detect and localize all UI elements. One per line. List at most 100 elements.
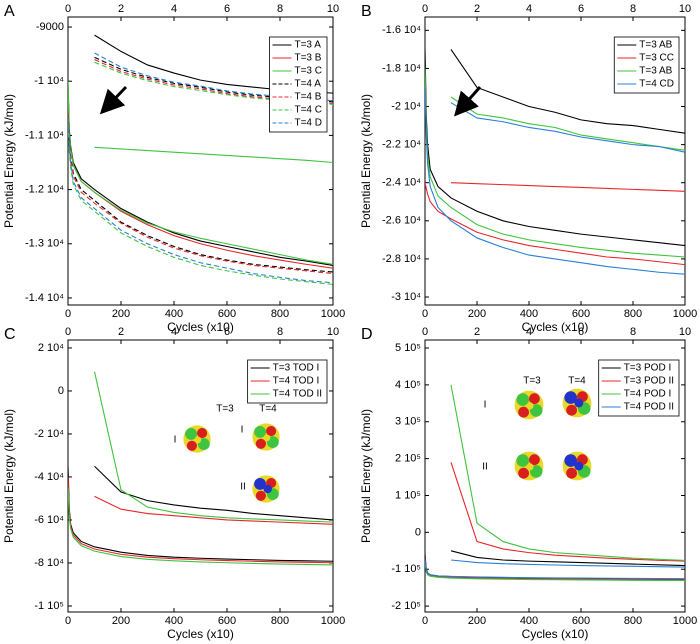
- x-tick-label: 1000: [321, 308, 345, 320]
- x-axis-label: Cycles (x10): [167, 627, 234, 641]
- legend-label: T=4 C: [294, 105, 322, 116]
- legend-label: T=4 D: [294, 118, 322, 129]
- legend-label: T=3 TOD I: [273, 363, 320, 374]
- y-tick-label: -2 10⁴: [391, 100, 421, 112]
- legend-label: T=3 CC: [639, 53, 674, 64]
- series-line: [93, 371, 333, 523]
- x2-tick-label: 8: [630, 326, 636, 338]
- series-line: [450, 182, 685, 192]
- legend: T=3 AB T=3 CC T=3 AB T=4 CD: [613, 36, 680, 94]
- x-tick-label: 1000: [673, 308, 697, 320]
- x-axis-label: Cycles (x10): [522, 320, 589, 334]
- series-line: [94, 465, 333, 521]
- annotation: T=3: [216, 404, 234, 415]
- y-tick-label: -2.8 10⁴: [382, 253, 421, 265]
- x2-tick-label: 6: [224, 3, 230, 15]
- legend-label: T=4 A: [294, 79, 321, 90]
- y-axis-label: Potential Energy (kJ/mol): [359, 409, 373, 543]
- legend-label: T=3 A: [294, 40, 321, 51]
- x-tick-label: 600: [218, 615, 236, 627]
- x-tick-label: 800: [271, 615, 289, 627]
- legend-label: T=4 POD I: [624, 389, 672, 400]
- x2-tick-label: 0: [65, 326, 71, 338]
- x-tick-label: 400: [520, 308, 538, 320]
- y-tick-label: -1.2 10⁴: [25, 183, 64, 195]
- x-tick-label: 200: [468, 308, 486, 320]
- series-line: [425, 561, 685, 582]
- legend-label: T=4 TOD II: [273, 389, 322, 400]
- series-line: [450, 550, 685, 567]
- x2-tick-label: 6: [578, 326, 584, 338]
- y-tick-label: 4 10⁵: [395, 379, 421, 391]
- annotation: I: [241, 425, 244, 436]
- y-tick-label: -1 10⁴: [34, 75, 64, 87]
- legend: T=3 TOD I T=4 TOD I T=4 TOD II: [247, 359, 328, 404]
- series-line: [450, 96, 685, 151]
- y-tick-label: -6 10⁴: [34, 514, 64, 526]
- panel-label: B: [361, 3, 372, 20]
- legend-label: T=3 B: [294, 53, 321, 64]
- series-line: [94, 146, 333, 164]
- annotation: I: [484, 400, 487, 411]
- panel: A 0 200 400 600 800 1000 0 2 4 6 8 10 -9000 -1 10⁴ -1.1…: [2, 3, 345, 334]
- y-tick-label: 5 10⁵: [395, 342, 421, 354]
- y-tick-label: -8 10⁴: [34, 557, 64, 569]
- x-tick-label: 800: [271, 308, 289, 320]
- x-tick-label: 0: [422, 308, 428, 320]
- legend-label: T=4 TOD I: [273, 376, 320, 387]
- annotation: T=3: [523, 376, 541, 387]
- legend: T=3 POD I T=3 POD II T=4 POD I T=4 POD II: [598, 359, 680, 417]
- legend-label: T=3 POD II: [624, 376, 674, 387]
- series-line: [425, 558, 685, 581]
- structure: [562, 451, 592, 481]
- x2-tick-label: 8: [277, 326, 283, 338]
- x2-tick-label: 8: [630, 3, 636, 15]
- legend-label: T=3 C: [294, 66, 322, 77]
- legend-label: T=4 POD II: [624, 402, 674, 413]
- x2-tick-label: 2: [118, 3, 124, 15]
- y-tick-label: -2 10⁵: [391, 600, 421, 612]
- x-tick-label: 0: [65, 615, 71, 627]
- structure: [514, 451, 544, 481]
- legend-label: T=3 AB: [639, 66, 672, 77]
- y-axis-label: Potential Energy (kJ/mol): [359, 94, 373, 228]
- series-line: [68, 124, 333, 285]
- x2-tick-label: 0: [422, 3, 428, 15]
- annotation: I: [174, 435, 177, 446]
- legend-label: T=3 AB: [639, 40, 672, 51]
- y-tick-label: -1.8 10⁴: [382, 62, 421, 74]
- structure: [183, 425, 211, 453]
- y-tick-label: -4 10⁴: [34, 471, 64, 483]
- structure: [252, 475, 280, 503]
- y-tick-label: 0: [415, 526, 421, 538]
- x-tick-label: 800: [624, 308, 642, 320]
- x-tick-label: 1000: [321, 615, 345, 627]
- x2-tick-label: 10: [679, 326, 691, 338]
- y-axis-label: Potential Energy (kJ/mol): [2, 409, 16, 543]
- panel-label: D: [361, 326, 373, 343]
- x2-tick-label: 2: [474, 326, 480, 338]
- legend-label: T=4 CD: [639, 79, 674, 90]
- arrow: [454, 86, 482, 117]
- series-line: [450, 102, 685, 153]
- x-tick-label: 800: [624, 615, 642, 627]
- structure: [252, 423, 280, 451]
- series-line: [94, 52, 333, 102]
- x2-tick-label: 4: [171, 326, 177, 338]
- x-tick-label: 200: [112, 308, 130, 320]
- series-line: [94, 495, 333, 525]
- y-tick-label: -1.1 10⁴: [25, 129, 64, 141]
- y-tick-label: -1.6 10⁴: [382, 24, 421, 36]
- x-axis-label: Cycles (x10): [167, 320, 234, 334]
- series-line: [425, 49, 685, 247]
- x2-tick-label: 6: [224, 326, 230, 338]
- x2-tick-label: 4: [526, 3, 532, 15]
- series-line: [68, 81, 333, 265]
- y-tick-label: 1 10⁵: [395, 489, 421, 501]
- series-line: [450, 49, 685, 134]
- series-line: [68, 113, 333, 275]
- series-line: [450, 462, 685, 562]
- x2-tick-label: 10: [679, 3, 691, 15]
